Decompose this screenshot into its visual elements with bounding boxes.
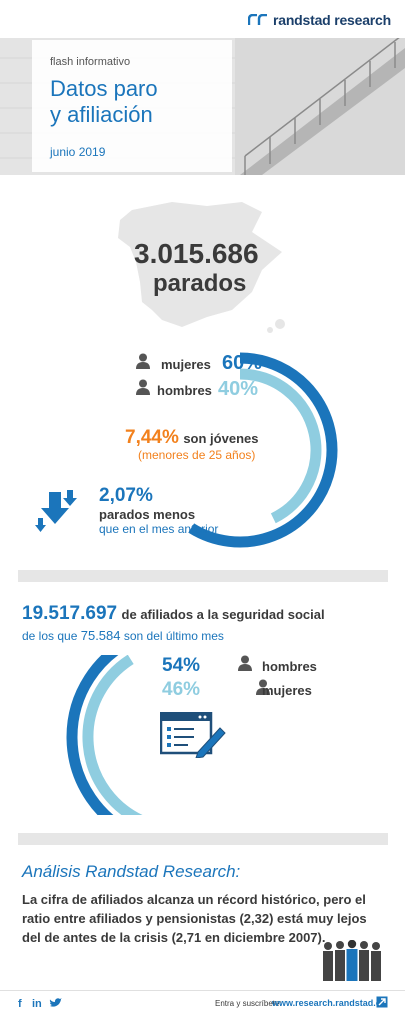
analysis-body: La cifra de afiliados alcanza un récord … bbox=[22, 892, 367, 945]
affiliation-total-line: 19.517.697 de afiliados a la seguridad s… bbox=[22, 603, 325, 625]
recent-suffix: son del último mes bbox=[123, 629, 224, 643]
top-bar bbox=[0, 0, 405, 38]
title-line-2: y afiliación bbox=[50, 102, 153, 127]
affil-women-label: mujeres bbox=[262, 683, 312, 698]
men-label: hombres bbox=[157, 383, 212, 398]
affiliation-gender-rings bbox=[66, 655, 143, 815]
men-percent: 40% bbox=[218, 378, 259, 400]
women-label: mujeres bbox=[161, 357, 211, 372]
women-row bbox=[136, 353, 150, 374]
unemployment-gender-rings bbox=[188, 352, 338, 548]
hero-title-panel bbox=[32, 40, 232, 172]
men-ring bbox=[239, 368, 322, 524]
youth-line: 7,44% son jóvenes bbox=[125, 427, 258, 449]
affil-men-label: hombres bbox=[262, 659, 317, 674]
affiliation-label: de afiliados a la seguridad social bbox=[121, 607, 325, 622]
affil-women-percent: 46% bbox=[162, 679, 201, 700]
brand-name: randstad research bbox=[273, 12, 391, 28]
affiliation-total: 19.517.697 bbox=[22, 603, 118, 624]
registration-form-icon bbox=[160, 712, 226, 758]
youth-note: (menores de 25 años) bbox=[138, 448, 256, 462]
external-link-icon[interactable] bbox=[376, 996, 388, 1008]
decrease-percent: 2,07% bbox=[99, 485, 153, 506]
business-people-icon bbox=[323, 940, 381, 981]
unemployed-label: parados bbox=[153, 270, 247, 297]
youth-label: son jóvenes bbox=[183, 431, 259, 446]
decrease-note: que en el mes anterior bbox=[99, 522, 219, 536]
down-arrows-icon bbox=[35, 490, 77, 532]
section-divider bbox=[18, 570, 388, 582]
subscribe-label: Entra y suscríbete: bbox=[215, 999, 282, 1008]
twitter-icon[interactable] bbox=[49, 998, 62, 1009]
flash-label: flash informativo bbox=[50, 56, 131, 68]
footer bbox=[0, 990, 405, 1024]
man-icon bbox=[238, 655, 252, 671]
woman-icon bbox=[256, 679, 271, 695]
affiliation-recent-line: de los que 75.584 son del último mes bbox=[22, 628, 224, 643]
report-date: junio 2019 bbox=[50, 145, 106, 159]
website-link[interactable]: www.research.randstad.es bbox=[272, 998, 386, 1008]
recent-prefix: de los que bbox=[22, 629, 78, 643]
page-title: Datos paro y afiliación bbox=[50, 76, 158, 128]
title-line-1: Datos paro bbox=[50, 76, 158, 101]
women-affiliation-ring bbox=[82, 655, 143, 815]
facebook-icon[interactable]: f bbox=[18, 998, 22, 1010]
youth-percent: 7,44% bbox=[125, 427, 179, 448]
men-affiliation-ring bbox=[66, 655, 119, 815]
linkedin-icon[interactable]: in bbox=[32, 998, 42, 1010]
decrease-label: parados menos bbox=[99, 507, 196, 522]
woman-icon bbox=[136, 353, 150, 369]
randstad-logo-icon bbox=[247, 13, 268, 29]
women-ring bbox=[188, 352, 338, 548]
analysis-heading: Análisis Randstad Research: bbox=[22, 862, 241, 881]
men-row bbox=[136, 379, 150, 400]
recent-value: 75.584 bbox=[80, 628, 121, 643]
unemployed-total: 3.015.686 bbox=[134, 238, 259, 269]
brand[interactable]: randstad research bbox=[247, 12, 391, 29]
man-icon bbox=[136, 379, 150, 395]
women-percent: 60% bbox=[222, 352, 263, 374]
section-divider bbox=[18, 833, 388, 845]
affil-men-percent: 54% bbox=[162, 655, 201, 676]
spain-map-icon bbox=[118, 202, 285, 333]
